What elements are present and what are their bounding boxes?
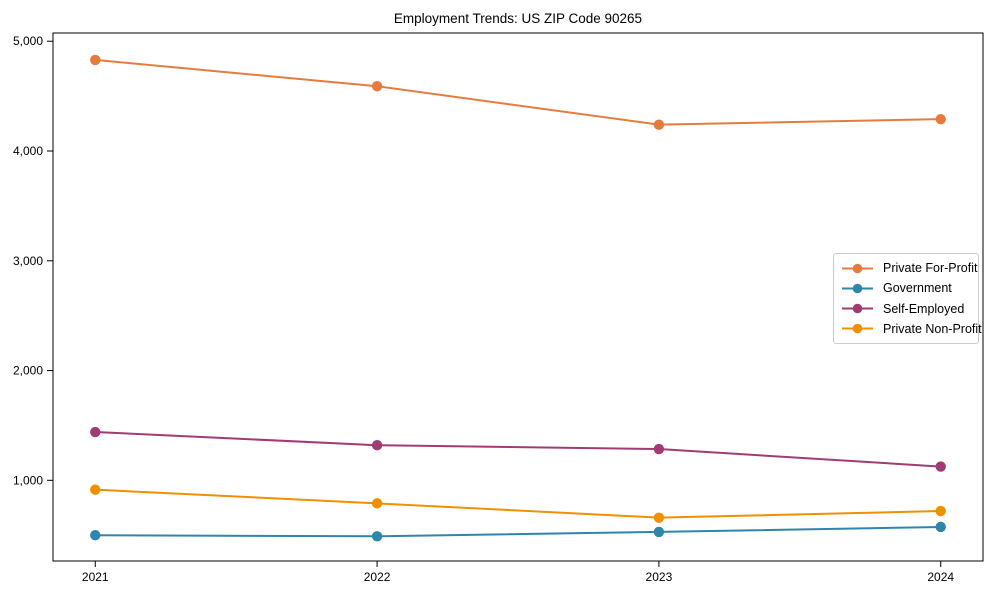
legend-item: Private Non-Profit: [841, 319, 982, 338]
series-line-private-non-profit: [95, 488, 941, 519]
data-point-self-employed: [371, 439, 383, 451]
y-tick-label: 1,000: [13, 473, 43, 487]
legend-item: Self-Employed: [841, 299, 971, 318]
plot-frame: [52, 32, 984, 562]
x-tick-label: 2021: [82, 570, 109, 584]
data-point-government: [371, 531, 383, 542]
data-point-private-non-profit: [653, 512, 665, 523]
data-point-private-for-profit: [90, 54, 101, 66]
legend-line-marker-icon: [842, 263, 873, 273]
legend-label: Government: [883, 281, 952, 296]
data-point-government: [653, 526, 665, 538]
y-tick-label: 5,000: [13, 34, 43, 48]
data-point-private-non-profit: [935, 505, 946, 517]
y-tick-label: 4,000: [13, 144, 43, 158]
data-point-self-employed: [90, 426, 101, 438]
data-point-private-for-profit: [935, 113, 946, 125]
data-point-self-employed: [653, 443, 665, 455]
legend-item: Government: [841, 279, 971, 298]
legend-line-marker-icon: [842, 283, 873, 294]
series-line-private-for-profit: [95, 58, 941, 126]
data-point-government: [90, 530, 101, 541]
legend-box: Private For-Profit Government Self-Employe…: [833, 253, 982, 344]
x-tick-label: 2022: [364, 570, 391, 584]
y-tick-label: 3,000: [13, 254, 43, 268]
y-tick-label: 2,000: [13, 364, 43, 378]
legend-label: Private For-Profit: [883, 261, 978, 276]
data-point-private-for-profit: [371, 81, 383, 92]
x-tick-label: 2024: [927, 570, 954, 584]
legend-line-marker-icon: [842, 324, 873, 334]
legend-item: Private For-Profit: [841, 259, 977, 278]
series-line-government: [95, 525, 941, 538]
legend-label: Self-Employed: [883, 301, 965, 316]
series-line-self-employed: [95, 431, 941, 468]
data-point-private-for-profit: [653, 119, 665, 130]
legend-line-marker-icon: [842, 303, 873, 314]
data-point-self-employed: [935, 461, 946, 472]
data-point-government: [935, 521, 946, 533]
data-point-private-non-profit: [371, 498, 383, 509]
chart-title: Employment Trends: US ZIP Code 90265: [393, 11, 643, 26]
legend-label: Private Non-Profit: [883, 321, 982, 336]
x-tick-label: 2023: [646, 570, 673, 584]
data-point-private-non-profit: [90, 484, 101, 495]
